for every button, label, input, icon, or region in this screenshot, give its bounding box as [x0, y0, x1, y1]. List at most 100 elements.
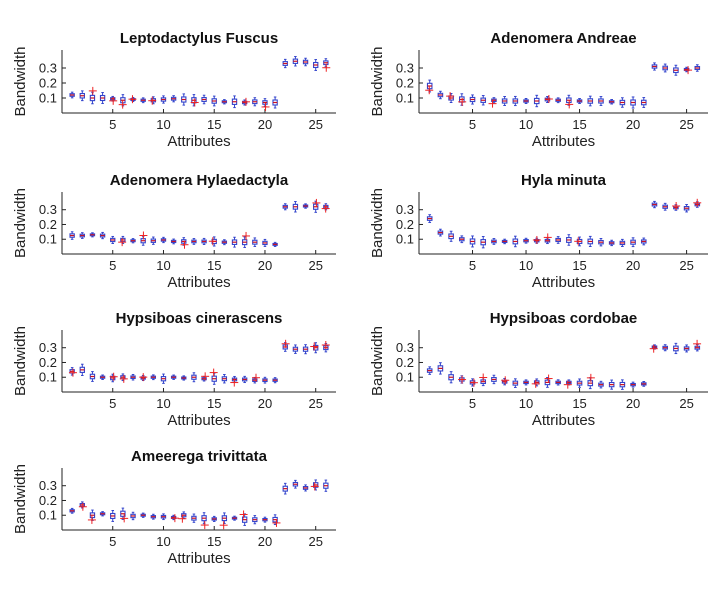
box-plot	[99, 511, 106, 517]
box-plot	[469, 378, 478, 387]
box-plot	[693, 198, 702, 208]
box-plot	[321, 203, 330, 213]
chart-panel: Adenomera Hylaedactyla 0.10.20.3 5 10 15 20 25…	[12, 172, 336, 291]
y-tick-label: 0.3	[39, 61, 57, 76]
box-plot	[262, 516, 268, 523]
x-tick-label: 25	[308, 258, 322, 273]
x-tick-label: 5	[109, 117, 116, 132]
box-plot	[221, 99, 228, 105]
box-plot	[99, 374, 106, 380]
chart-title: Adenomera Andreae	[490, 30, 636, 47]
x-tick-label: 15	[572, 396, 586, 411]
box-plot	[488, 97, 497, 108]
box-plot	[321, 341, 330, 353]
box-plot	[469, 94, 476, 105]
box-plot	[544, 94, 553, 104]
x-tick-label: 15	[572, 258, 586, 273]
box-plot	[79, 363, 85, 376]
box-plot	[694, 64, 701, 72]
box-plot	[532, 235, 541, 244]
box-plot	[272, 241, 278, 247]
box-plot	[437, 228, 444, 237]
box-plot	[531, 378, 540, 388]
x-tick-label: 25	[308, 534, 322, 549]
box-plot	[68, 367, 77, 377]
box-plot	[69, 507, 75, 514]
box-plot	[683, 204, 690, 213]
chart-panel: Hypsiboas cordobae 0.10.20.3 5 10 15 20 25 Attr…	[369, 310, 708, 429]
box-plot	[201, 237, 207, 245]
y-tick-label: 0.1	[396, 232, 414, 247]
y-tick-label: 0.3	[396, 340, 414, 355]
x-tick-label: 15	[207, 534, 221, 549]
box-plot	[683, 344, 690, 353]
y-axis-label: Bandwidth	[369, 46, 386, 116]
x-tick-label: 15	[207, 258, 221, 273]
x-tick-label: 10	[156, 396, 170, 411]
box-plot	[662, 344, 668, 352]
x-tick-label: 20	[258, 117, 272, 132]
box-plot	[201, 372, 210, 382]
box-plot	[448, 371, 454, 384]
x-axis-label: Attributes	[532, 412, 595, 429]
box-plot	[619, 97, 626, 108]
box-plot	[148, 96, 157, 105]
box-plot	[598, 380, 604, 389]
box-plot	[587, 95, 594, 107]
y-tick-label: 0.3	[39, 340, 57, 355]
box-plot	[619, 379, 626, 390]
x-tick-label: 5	[469, 396, 476, 411]
y-axis-label: Bandwidth	[12, 326, 29, 396]
box-plot	[200, 512, 209, 530]
box-plot	[563, 379, 572, 389]
x-tick-label: 15	[572, 117, 586, 132]
box-plot	[191, 238, 197, 245]
y-tick-label: 0.1	[39, 508, 57, 523]
x-tick-label: 20	[626, 117, 640, 132]
box-plot	[437, 362, 444, 375]
x-axis-label: Attributes	[167, 133, 230, 150]
box-plot	[209, 368, 218, 385]
chart-panel: Hypsiboas cinerascens 0.10.20.3 5 10 15 20 25 A…	[12, 310, 336, 429]
box-plot	[576, 98, 583, 104]
y-tick-label: 0.2	[396, 217, 414, 232]
box-plot	[662, 202, 668, 211]
box-plot	[211, 95, 217, 107]
box-plot	[170, 374, 177, 380]
box-plot	[79, 90, 85, 102]
box-plot	[231, 95, 238, 109]
box-plot	[272, 514, 281, 527]
box-plot	[261, 98, 270, 111]
box-plot	[683, 66, 693, 75]
box-plot	[130, 511, 136, 521]
box-plot	[87, 509, 96, 524]
box-plot	[480, 95, 487, 106]
y-tick-label: 0.1	[396, 91, 414, 106]
box-plot	[458, 375, 467, 384]
x-tick-label: 10	[156, 258, 170, 273]
box-plot	[651, 62, 658, 71]
box-plot	[459, 235, 465, 244]
box-plot	[221, 373, 228, 384]
box-plot	[231, 236, 238, 248]
chart-title: Ameerega trivittata	[131, 448, 268, 465]
x-axis-label: Attributes	[167, 412, 230, 429]
y-tick-label: 0.1	[39, 232, 57, 247]
box-plot	[208, 236, 217, 247]
box-plot	[211, 515, 217, 522]
box-plot	[555, 97, 561, 104]
box-plot	[426, 366, 433, 375]
y-tick-label: 0.1	[39, 370, 57, 385]
x-axis-label: Attributes	[167, 550, 230, 567]
box-plot	[640, 97, 647, 108]
box-plot	[426, 214, 433, 223]
box-plot	[282, 58, 288, 69]
y-tick-label: 0.1	[39, 91, 57, 106]
box-plot	[139, 231, 148, 246]
box-plot	[99, 92, 106, 104]
box-plot	[230, 375, 239, 387]
box-plot	[272, 377, 278, 384]
box-plot	[170, 95, 177, 103]
box-plot	[119, 373, 128, 383]
